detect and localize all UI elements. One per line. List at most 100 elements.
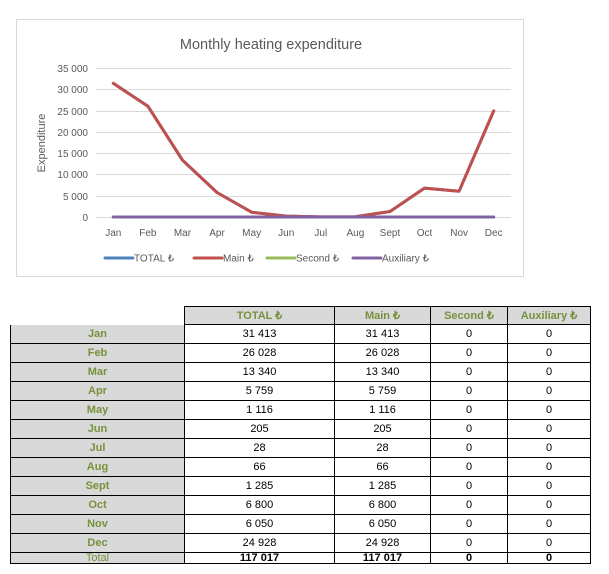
total-cell: 6 050 bbox=[184, 514, 335, 534]
second-cell: 0 bbox=[430, 362, 508, 382]
table-row: Jan 31 413 31 413 0 0 bbox=[10, 324, 591, 344]
second-cell: 0 bbox=[430, 533, 508, 553]
second-cell: 0 bbox=[430, 514, 508, 534]
y-axis-title: Expenditure bbox=[36, 114, 48, 173]
x-tick-label: Dec bbox=[485, 228, 503, 239]
legend-item-total: TOTAL ₺ bbox=[103, 254, 175, 265]
table-header-blank bbox=[10, 306, 185, 325]
row-label: Oct bbox=[10, 495, 185, 515]
table-body: Jan 31 413 31 413 0 0 Feb 26 028 26 028 0 0 Mar 13 … bbox=[10, 324, 591, 564]
second-cell: 0 bbox=[430, 381, 508, 401]
table-row: Nov 6 050 6 050 0 0 bbox=[10, 514, 591, 534]
row-label: Jan bbox=[10, 324, 185, 344]
table-row: Dec 24 928 24 928 0 0 bbox=[10, 533, 591, 553]
row-label: Total bbox=[10, 552, 185, 564]
total-cell: 6 800 bbox=[184, 495, 335, 515]
y-tick-label: 30 000 bbox=[57, 85, 88, 96]
row-label: Apr bbox=[10, 381, 185, 401]
total-cell: 205 bbox=[184, 419, 335, 439]
auxiliary-cell: 0 bbox=[507, 438, 591, 458]
row-label: May bbox=[10, 400, 185, 420]
line-chart: Monthly heating expenditure 0 5 000 10 000… bbox=[36, 37, 511, 265]
gridlines bbox=[96, 68, 511, 218]
main-cell: 31 413 bbox=[334, 324, 431, 344]
y-tick-label: 20 000 bbox=[57, 128, 88, 139]
auxiliary-cell: 0 bbox=[507, 533, 591, 553]
auxiliary-cell: 0 bbox=[507, 400, 591, 420]
total-cell: 13 340 bbox=[184, 362, 335, 382]
total-cell: 1 285 bbox=[184, 476, 335, 496]
y-tick-label: 0 bbox=[82, 213, 88, 224]
total-cell: 31 413 bbox=[184, 324, 335, 344]
second-cell: 0 bbox=[430, 343, 508, 363]
row-label: Jul bbox=[10, 438, 185, 458]
y-axis-tick-labels: 0 5 000 10 000 15 000 20 000 25 000 30 000 35 0… bbox=[57, 64, 88, 224]
row-label: Feb bbox=[10, 343, 185, 363]
y-tick-label: 5 000 bbox=[63, 192, 88, 203]
main-cell: 66 bbox=[334, 457, 431, 477]
total-cell: 1 116 bbox=[184, 400, 335, 420]
auxiliary-cell: 0 bbox=[507, 343, 591, 363]
table-row: Oct 6 800 6 800 0 0 bbox=[10, 495, 591, 515]
total-cell: 117 017 bbox=[184, 552, 335, 564]
auxiliary-cell: 0 bbox=[507, 495, 591, 515]
table-header-auxiliary: Auxiliary ₺ bbox=[507, 306, 591, 325]
chart-container: Monthly heating expenditure 0 5 000 10 000… bbox=[16, 19, 524, 277]
legend-item-second: Second ₺ bbox=[265, 254, 340, 265]
row-label: Dec bbox=[10, 533, 185, 553]
auxiliary-cell: 0 bbox=[507, 419, 591, 439]
table-row: Aug 66 66 0 0 bbox=[10, 457, 591, 477]
legend-item-main: Main ₺ bbox=[192, 254, 254, 265]
y-tick-label: 35 000 bbox=[57, 64, 88, 75]
second-cell: 0 bbox=[430, 324, 508, 344]
row-label: Nov bbox=[10, 514, 185, 534]
table-row: Mar 13 340 13 340 0 0 bbox=[10, 362, 591, 382]
second-cell: 0 bbox=[430, 438, 508, 458]
table-header-main: Main ₺ bbox=[334, 306, 431, 325]
table-header-second: Second ₺ bbox=[430, 306, 508, 325]
y-tick-label: 15 000 bbox=[57, 149, 88, 160]
row-label: Jun bbox=[10, 419, 185, 439]
x-tick-label: Oct bbox=[417, 228, 433, 239]
table-row: Sept 1 285 1 285 0 0 bbox=[10, 476, 591, 496]
x-tick-label: Feb bbox=[139, 228, 157, 239]
auxiliary-cell: 0 bbox=[507, 324, 591, 344]
total-cell: 66 bbox=[184, 457, 335, 477]
legend: TOTAL ₺ Main ₺ Second ₺ Auxiliary ₺ bbox=[103, 254, 430, 265]
row-label: Aug bbox=[10, 457, 185, 477]
x-tick-label: Nov bbox=[450, 228, 468, 239]
legend-label: TOTAL ₺ bbox=[134, 254, 175, 265]
second-cell: 0 bbox=[430, 457, 508, 477]
main-cell: 24 928 bbox=[334, 533, 431, 553]
table-row: Jun 205 205 0 0 bbox=[10, 419, 591, 439]
chart-title: Monthly heating expenditure bbox=[180, 37, 362, 53]
legend-label: Auxiliary ₺ bbox=[382, 254, 430, 265]
main-cell: 26 028 bbox=[334, 343, 431, 363]
x-tick-label: Sept bbox=[380, 228, 401, 239]
total-cell: 24 928 bbox=[184, 533, 335, 553]
expenditure-table: TOTAL ₺ Main ₺ Second ₺ Auxiliary ₺ Jan 3… bbox=[10, 306, 591, 564]
table-row: Apr 5 759 5 759 0 0 bbox=[10, 381, 591, 401]
x-tick-label: Apr bbox=[209, 228, 225, 239]
x-tick-label: May bbox=[242, 228, 261, 239]
auxiliary-cell: 0 bbox=[507, 476, 591, 496]
row-label: Sept bbox=[10, 476, 185, 496]
auxiliary-cell: 0 bbox=[507, 381, 591, 401]
table-row: Jul 28 28 0 0 bbox=[10, 438, 591, 458]
table-row: May 1 116 1 116 0 0 bbox=[10, 400, 591, 420]
main-cell: 117 017 bbox=[334, 552, 431, 564]
y-tick-label: 25 000 bbox=[57, 107, 88, 118]
second-cell: 0 bbox=[430, 400, 508, 420]
y-tick-label: 10 000 bbox=[57, 170, 88, 181]
x-tick-label: Mar bbox=[174, 228, 192, 239]
main-cell: 5 759 bbox=[334, 381, 431, 401]
main-cell: 28 bbox=[334, 438, 431, 458]
table-row: Feb 26 028 26 028 0 0 bbox=[10, 343, 591, 363]
x-tick-label: Jul bbox=[314, 228, 327, 239]
auxiliary-cell: 0 bbox=[507, 514, 591, 534]
x-tick-label: Jan bbox=[105, 228, 121, 239]
total-cell: 26 028 bbox=[184, 343, 335, 363]
second-cell: 0 bbox=[430, 552, 508, 564]
second-cell: 0 bbox=[430, 495, 508, 515]
total-cell: 28 bbox=[184, 438, 335, 458]
